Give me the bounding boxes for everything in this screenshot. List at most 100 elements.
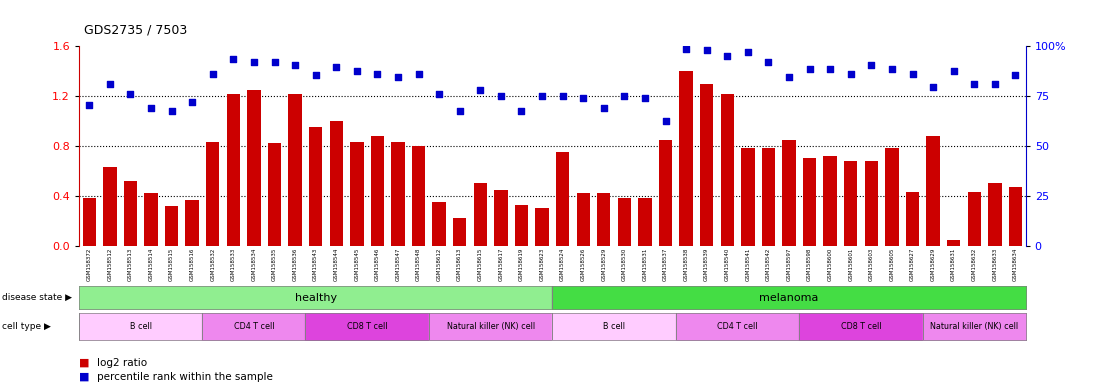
Bar [227, 94, 240, 246]
Text: percentile rank within the sample: percentile rank within the sample [97, 372, 272, 382]
Bar [165, 206, 179, 246]
Bar [124, 181, 137, 246]
Bar [1009, 187, 1022, 246]
Point [822, 65, 839, 71]
Bar [514, 205, 528, 246]
Bar [659, 140, 672, 246]
Point [739, 49, 757, 55]
Point [986, 81, 1004, 87]
Point [512, 108, 530, 114]
Bar [926, 136, 940, 246]
Point [965, 81, 983, 87]
Bar [885, 149, 898, 246]
Point [430, 91, 448, 97]
Point [286, 62, 304, 68]
Point [143, 105, 160, 111]
Point [162, 108, 180, 114]
Bar [495, 190, 508, 246]
Point [554, 93, 572, 99]
Point [533, 93, 551, 99]
Bar [824, 156, 837, 246]
Text: GDS2735 / 7503: GDS2735 / 7503 [84, 23, 188, 36]
Bar [309, 127, 323, 246]
Point [245, 59, 262, 65]
Point [389, 74, 407, 80]
Point [122, 91, 139, 97]
Point [101, 81, 118, 87]
Bar [206, 142, 219, 246]
Bar [392, 142, 405, 246]
Bar [82, 198, 95, 246]
Point [225, 55, 242, 61]
Bar [700, 84, 713, 246]
Bar [618, 198, 631, 246]
Bar [535, 208, 548, 246]
Point [493, 93, 510, 99]
Point [698, 47, 715, 53]
Bar [145, 194, 158, 246]
Point [719, 53, 736, 59]
Point [80, 102, 98, 108]
Point [328, 64, 346, 70]
Point [842, 71, 860, 77]
Bar [556, 152, 569, 246]
Point [472, 87, 489, 93]
Bar [329, 121, 343, 246]
Point [451, 108, 468, 114]
Bar [761, 149, 776, 246]
Bar [268, 143, 281, 246]
Text: B cell: B cell [603, 322, 625, 331]
Point [348, 68, 365, 74]
Point [369, 71, 386, 77]
Bar [844, 161, 858, 246]
Point [945, 68, 962, 74]
Bar [247, 90, 261, 246]
Bar [742, 149, 755, 246]
Point [575, 95, 592, 101]
Text: ■: ■ [79, 358, 90, 368]
Point [595, 105, 612, 111]
Bar [103, 167, 116, 246]
Text: Natural killer (NK) cell: Natural killer (NK) cell [446, 322, 534, 331]
Point [265, 59, 283, 65]
Bar [371, 136, 384, 246]
Bar [411, 146, 426, 246]
Text: cell type ▶: cell type ▶ [2, 322, 52, 331]
Point [615, 93, 633, 99]
Bar [988, 184, 1002, 246]
Bar [350, 142, 363, 246]
Point [657, 118, 675, 124]
Text: B cell: B cell [129, 322, 151, 331]
Point [1007, 72, 1025, 78]
Bar [782, 140, 795, 246]
Bar [289, 94, 302, 246]
Text: melanoma: melanoma [759, 293, 818, 303]
Point [925, 84, 942, 90]
Bar [597, 194, 610, 246]
Point [801, 65, 818, 71]
Text: CD4 T cell: CD4 T cell [717, 322, 758, 331]
Bar [474, 184, 487, 246]
Point [677, 45, 694, 51]
Bar [453, 218, 466, 246]
Bar [679, 71, 693, 246]
Text: log2 ratio: log2 ratio [97, 358, 147, 368]
Bar [432, 202, 445, 246]
Bar [864, 161, 878, 246]
Bar [947, 240, 960, 246]
Point [204, 71, 222, 77]
Point [862, 62, 880, 68]
Text: ■: ■ [79, 372, 90, 382]
Bar [906, 192, 919, 246]
Point [636, 95, 654, 101]
Text: CD4 T cell: CD4 T cell [234, 322, 274, 331]
Text: disease state ▶: disease state ▶ [2, 293, 72, 302]
Bar [638, 198, 652, 246]
Point [307, 72, 325, 78]
Point [883, 65, 901, 71]
Point [759, 59, 777, 65]
Text: CD8 T cell: CD8 T cell [840, 322, 881, 331]
Point [410, 71, 428, 77]
Bar [968, 192, 981, 246]
Bar [803, 158, 816, 246]
